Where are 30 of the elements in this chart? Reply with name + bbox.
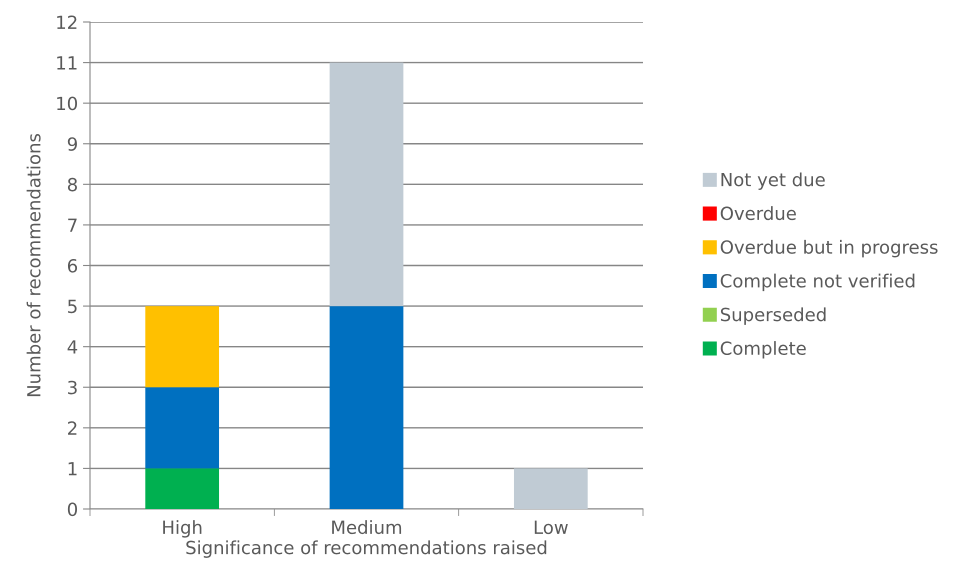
y-tick-label: 5 [68, 300, 77, 314]
legend-label: Superseded [720, 307, 826, 325]
bar [145, 387, 220, 468]
bar [145, 468, 220, 509]
y-tick-label: 9 [68, 137, 77, 151]
bar [514, 468, 588, 509]
bar [330, 62, 404, 306]
y-axis-title: Number of recommendations [26, 134, 41, 396]
legend-label: Complete [720, 341, 806, 359]
y-tick-label: 7 [68, 218, 77, 232]
bar [145, 306, 220, 388]
legend-label: Not yet due [722, 172, 825, 190]
y-tick-label: 8 [68, 178, 77, 192]
y-tick-label: 6 [68, 258, 78, 273]
x-tick-label: High [163, 520, 202, 538]
y-tick-label: 2 [68, 421, 76, 435]
y-tick-label: 12 [57, 15, 76, 29]
y-tick-label: 4 [68, 340, 78, 354]
y-tick-label: 11 [57, 56, 77, 70]
legend-label: Complete not verified [720, 274, 914, 292]
x-tick-label: Low [534, 520, 568, 534]
x-axis-title: Significance of recommendations raised [186, 540, 546, 558]
bar [330, 306, 404, 509]
legend-label: Overdue but in progress [720, 240, 938, 258]
y-tick-label: 3 [68, 380, 77, 394]
y-tick-label: 0 [68, 502, 77, 516]
legend-label: Overdue [720, 206, 796, 220]
y-tick-label: 10 [57, 96, 77, 110]
y-tick-label: 1 [68, 462, 77, 476]
x-tick-label: Medium [332, 520, 402, 534]
